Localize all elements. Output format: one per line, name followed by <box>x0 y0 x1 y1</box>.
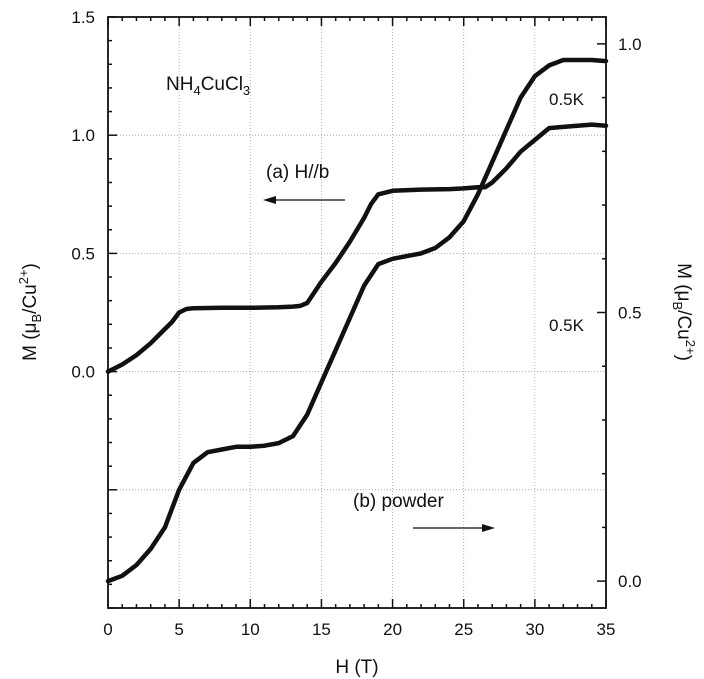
series-a-curve <box>105 122 609 374</box>
x-tick-label: 15 <box>312 620 331 639</box>
axis-ticks <box>107 16 607 609</box>
x-tick-label: 35 <box>597 620 616 639</box>
y-left-tick-labels: 0.0 0.5 1.0 1.5 <box>71 8 95 382</box>
series-b-label: (b) powder <box>353 491 444 512</box>
x-tick-label: 0 <box>103 620 112 639</box>
y-left-tick-label: 0.0 <box>71 363 95 382</box>
y-left-axis-title: M (μB/Cu2+) <box>16 263 44 361</box>
compound-label: NH4CuCl3 <box>166 74 250 98</box>
x-tick-label: 25 <box>454 620 473 639</box>
series-a-label: (a) H//b <box>266 162 329 183</box>
x-tick-label: 5 <box>174 620 183 639</box>
series-b-curve <box>105 57 609 584</box>
y-right-tick-label: 1.0 <box>618 35 642 54</box>
x-tick-label: 20 <box>383 620 402 639</box>
series-a-temperature: 0.5K <box>549 90 585 109</box>
series-b-temperature: 0.5K <box>549 316 585 335</box>
series-b-arrow-head <box>482 524 495 532</box>
x-tick-label: 30 <box>525 620 544 639</box>
y-left-tick-label: 1.0 <box>71 126 95 145</box>
x-tick-label: 10 <box>241 620 260 639</box>
y-right-tick-labels: 0.0 0.5 1.0 <box>618 35 642 591</box>
x-axis-title: H (T) <box>335 657 378 678</box>
y-right-tick-label: 0.5 <box>618 304 642 323</box>
x-tick-labels: 0 5 10 15 20 25 30 35 <box>103 620 615 639</box>
series-a-arrow-head <box>263 196 276 204</box>
y-left-tick-label: 1.5 <box>71 8 95 27</box>
y-right-axis-title: M (μB/Cu2+) <box>670 263 698 361</box>
y-right-tick-label: 0.0 <box>618 572 642 591</box>
y-left-tick-label: 0.5 <box>71 244 95 263</box>
